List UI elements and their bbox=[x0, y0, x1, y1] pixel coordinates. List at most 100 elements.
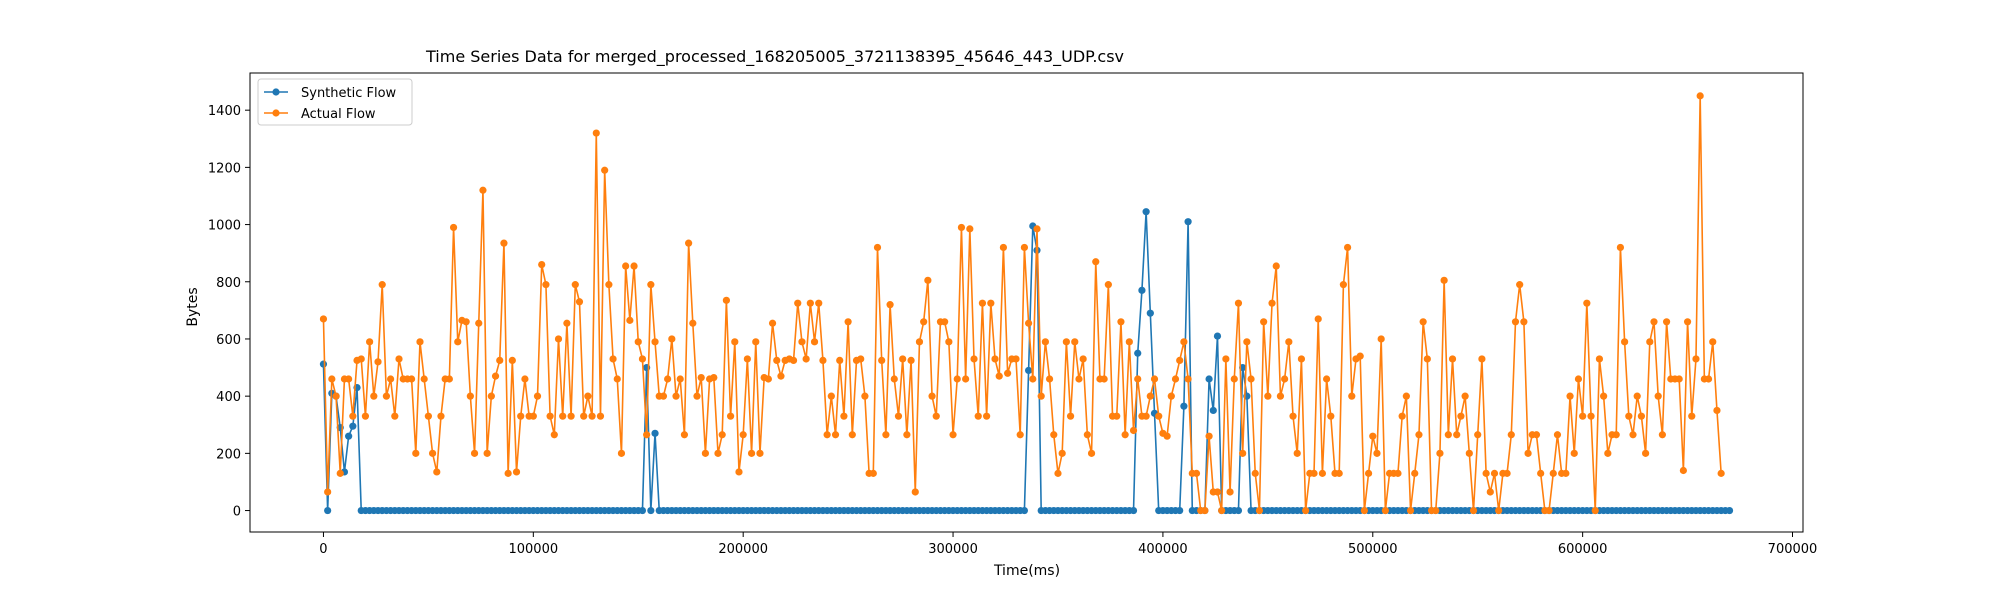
data-point bbox=[1251, 469, 1259, 477]
data-point bbox=[1713, 406, 1721, 415]
data-point bbox=[1440, 276, 1448, 284]
y-axis-label: Bytes bbox=[185, 287, 201, 326]
data-point bbox=[1360, 506, 1368, 515]
data-point bbox=[1083, 431, 1091, 439]
data-point bbox=[319, 360, 328, 368]
data-point bbox=[387, 375, 395, 383]
data-point bbox=[1704, 375, 1713, 383]
data-point bbox=[945, 338, 953, 346]
data-point bbox=[873, 243, 882, 252]
y-tick-label: 200 bbox=[216, 447, 241, 462]
data-point bbox=[1402, 392, 1410, 400]
data-point bbox=[634, 338, 642, 346]
x-tick-label: 500000 bbox=[1348, 542, 1398, 557]
data-point bbox=[1683, 318, 1692, 326]
legend-label: Synthetic Flow bbox=[301, 86, 397, 101]
data-point bbox=[1226, 488, 1234, 496]
data-point bbox=[1041, 338, 1049, 346]
data-point bbox=[1415, 431, 1423, 439]
data-point bbox=[1377, 335, 1385, 343]
data-point bbox=[1004, 369, 1012, 377]
data-point bbox=[962, 375, 970, 383]
data-point bbox=[1587, 412, 1595, 420]
data-point bbox=[932, 412, 940, 420]
data-point bbox=[1327, 412, 1335, 420]
data-point bbox=[1482, 469, 1490, 477]
data-point bbox=[1243, 338, 1251, 346]
legend-marker bbox=[272, 109, 280, 117]
data-point bbox=[1423, 355, 1431, 363]
data-point bbox=[1709, 338, 1717, 346]
data-point bbox=[1176, 506, 1184, 515]
y-tick-label: 400 bbox=[216, 390, 241, 405]
data-point bbox=[718, 431, 726, 439]
data-point bbox=[1264, 392, 1272, 400]
data-point bbox=[1180, 402, 1188, 410]
data-point bbox=[1595, 355, 1604, 363]
data-point bbox=[1071, 338, 1079, 346]
data-point bbox=[1239, 449, 1247, 457]
data-point bbox=[966, 225, 974, 233]
data-point bbox=[1100, 375, 1108, 383]
data-point bbox=[844, 318, 852, 326]
data-point bbox=[336, 469, 344, 477]
data-point bbox=[1444, 431, 1452, 439]
data-point bbox=[328, 375, 336, 383]
data-point bbox=[676, 375, 684, 383]
data-point bbox=[840, 412, 848, 420]
data-point bbox=[1579, 412, 1587, 420]
data-point bbox=[1629, 431, 1637, 439]
data-point bbox=[907, 356, 915, 365]
data-point bbox=[1591, 506, 1599, 515]
data-point bbox=[1373, 449, 1381, 457]
data-point bbox=[382, 392, 391, 400]
data-point bbox=[664, 375, 672, 383]
data-point bbox=[1486, 488, 1494, 496]
data-point bbox=[445, 375, 453, 383]
data-point bbox=[735, 468, 743, 476]
data-point bbox=[1167, 392, 1175, 400]
data-point bbox=[546, 412, 554, 420]
data-point bbox=[647, 281, 655, 289]
chart-title: Time Series Data for merged_processed_16… bbox=[425, 47, 1124, 67]
x-tick-label: 700000 bbox=[1768, 542, 1818, 557]
data-point bbox=[563, 319, 571, 327]
data-point bbox=[794, 299, 802, 307]
data-point bbox=[491, 372, 500, 380]
data-point bbox=[1268, 299, 1276, 307]
data-point bbox=[739, 431, 747, 439]
data-point bbox=[454, 338, 462, 346]
data-point bbox=[1469, 506, 1478, 515]
data-point bbox=[1276, 392, 1285, 400]
data-point bbox=[752, 338, 760, 346]
data-point bbox=[1688, 412, 1696, 420]
data-point bbox=[1323, 375, 1331, 383]
data-point bbox=[869, 469, 877, 477]
data-point bbox=[836, 356, 844, 365]
data-point bbox=[567, 412, 575, 420]
data-point bbox=[798, 338, 806, 346]
data-point bbox=[1436, 449, 1444, 457]
data-point bbox=[1117, 318, 1125, 326]
y-tick-label: 1000 bbox=[208, 219, 241, 234]
data-point bbox=[1020, 243, 1029, 252]
data-point bbox=[689, 319, 697, 327]
data-point bbox=[1281, 375, 1289, 383]
data-point bbox=[466, 392, 474, 400]
data-point bbox=[559, 412, 567, 420]
series-synthetic-flow bbox=[319, 208, 1734, 515]
data-point bbox=[815, 299, 823, 307]
data-point bbox=[1364, 469, 1373, 477]
data-point bbox=[1675, 375, 1683, 383]
data-point bbox=[1155, 412, 1163, 420]
legend: Synthetic Flow Actual Flow bbox=[257, 78, 413, 126]
data-point bbox=[1696, 92, 1704, 100]
data-point bbox=[324, 506, 332, 515]
data-point bbox=[1658, 431, 1666, 439]
data-point bbox=[1453, 431, 1461, 439]
data-point bbox=[345, 375, 353, 383]
data-point bbox=[1104, 281, 1112, 289]
data-point bbox=[995, 372, 1003, 380]
data-point bbox=[831, 431, 840, 439]
